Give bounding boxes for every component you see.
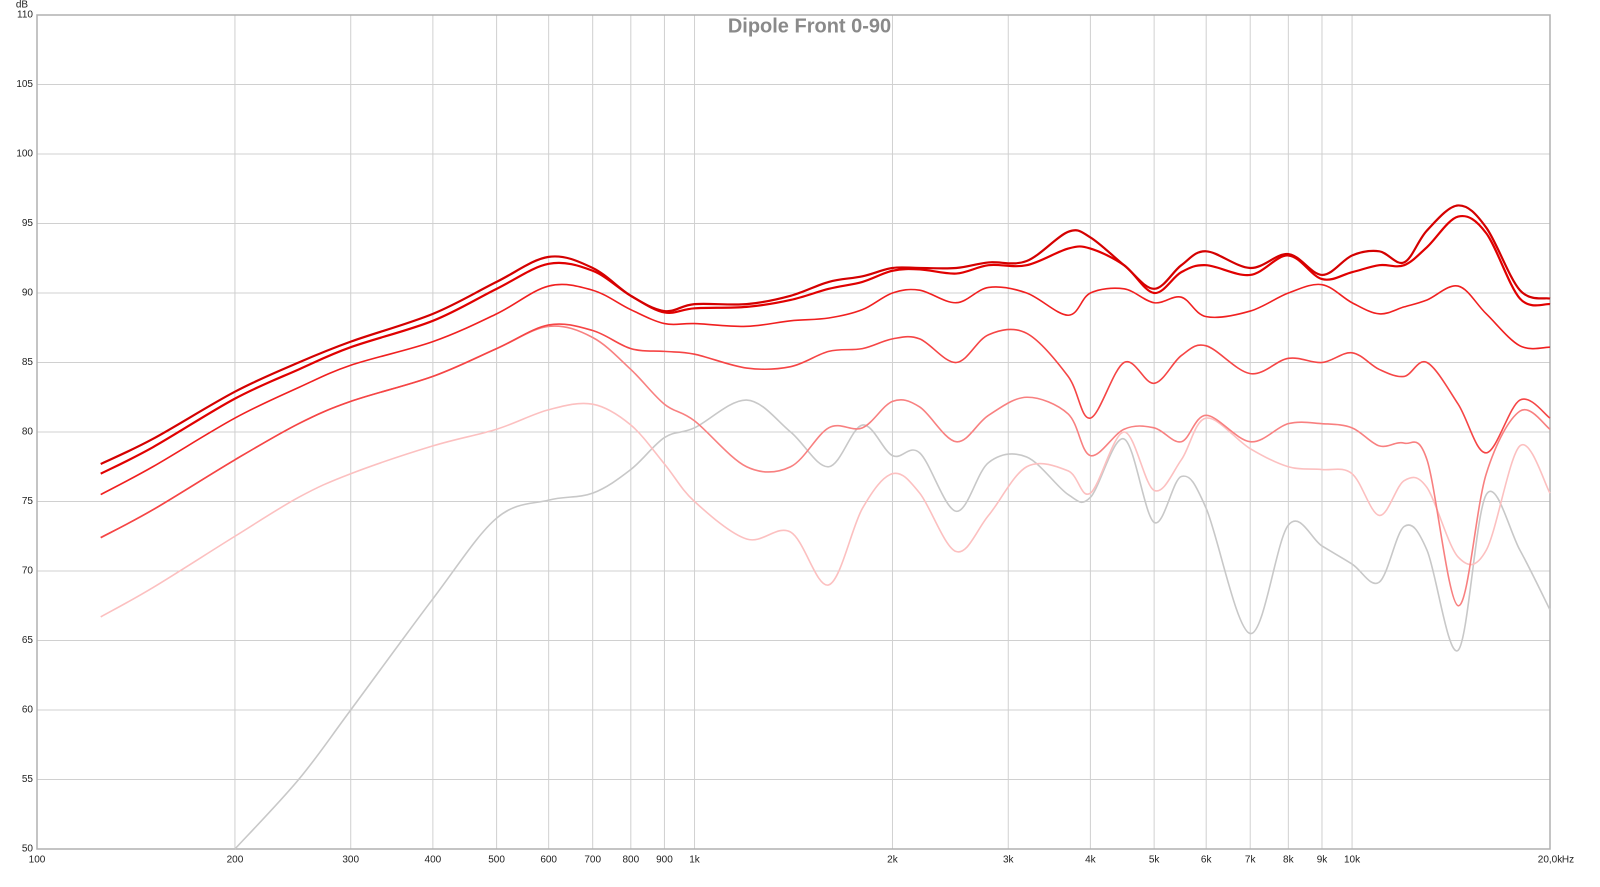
y-tick-label: 50 bbox=[22, 844, 34, 855]
y-tick-label: 55 bbox=[22, 774, 34, 785]
series-line bbox=[100, 402, 1551, 618]
x-tick-label: 3k bbox=[1003, 855, 1015, 866]
y-tick-label: 100 bbox=[16, 149, 33, 160]
x-tick-label: 900 bbox=[656, 855, 673, 866]
x-tick-label: 6k bbox=[1201, 855, 1213, 866]
y-tick-label: 75 bbox=[22, 496, 34, 507]
x-tick-label: 300 bbox=[342, 855, 359, 866]
series-line bbox=[100, 283, 1551, 496]
series-line bbox=[100, 204, 1551, 465]
x-tick-label: 20,0k bbox=[1538, 855, 1563, 866]
y-tick-label: 60 bbox=[22, 705, 34, 716]
y-tick-label: 90 bbox=[22, 288, 34, 299]
y-unit: dB bbox=[16, 0, 29, 11]
x-tick-label: 100 bbox=[29, 855, 46, 866]
x-tick-label: 10k bbox=[1344, 855, 1361, 866]
x-tick-label: 7k bbox=[1245, 855, 1257, 866]
x-tick-label: 1k bbox=[689, 855, 701, 866]
x-tick-label: 500 bbox=[488, 855, 505, 866]
x-tick-label: 600 bbox=[540, 855, 557, 866]
x-tick-label: 4k bbox=[1085, 855, 1097, 866]
x-tick-label: 9k bbox=[1317, 855, 1329, 866]
x-unit: Hz bbox=[1562, 855, 1574, 866]
x-tick-label: 400 bbox=[425, 855, 442, 866]
y-tick-label: 85 bbox=[22, 357, 34, 368]
x-tick-label: 800 bbox=[622, 855, 639, 866]
chart-title: Dipole Front 0-90 bbox=[728, 15, 891, 37]
series-line bbox=[234, 399, 1551, 850]
series-line bbox=[100, 214, 1551, 475]
series-line bbox=[100, 323, 1551, 539]
y-tick-label: 80 bbox=[22, 427, 34, 438]
y-tick-label: 70 bbox=[22, 566, 34, 577]
plot-frame bbox=[36, 14, 1551, 850]
y-tick-label: 95 bbox=[22, 218, 34, 229]
x-tick-label: 5k bbox=[1149, 855, 1161, 866]
x-tick-label: 8k bbox=[1283, 855, 1295, 866]
y-tick-label: 105 bbox=[16, 79, 33, 90]
x-tick-label: 2k bbox=[887, 855, 899, 866]
y-tick-label: 65 bbox=[22, 635, 34, 646]
x-tick-label: 700 bbox=[584, 855, 601, 866]
x-tick-label: 200 bbox=[227, 855, 244, 866]
y-tick-label: 110 bbox=[17, 10, 33, 21]
